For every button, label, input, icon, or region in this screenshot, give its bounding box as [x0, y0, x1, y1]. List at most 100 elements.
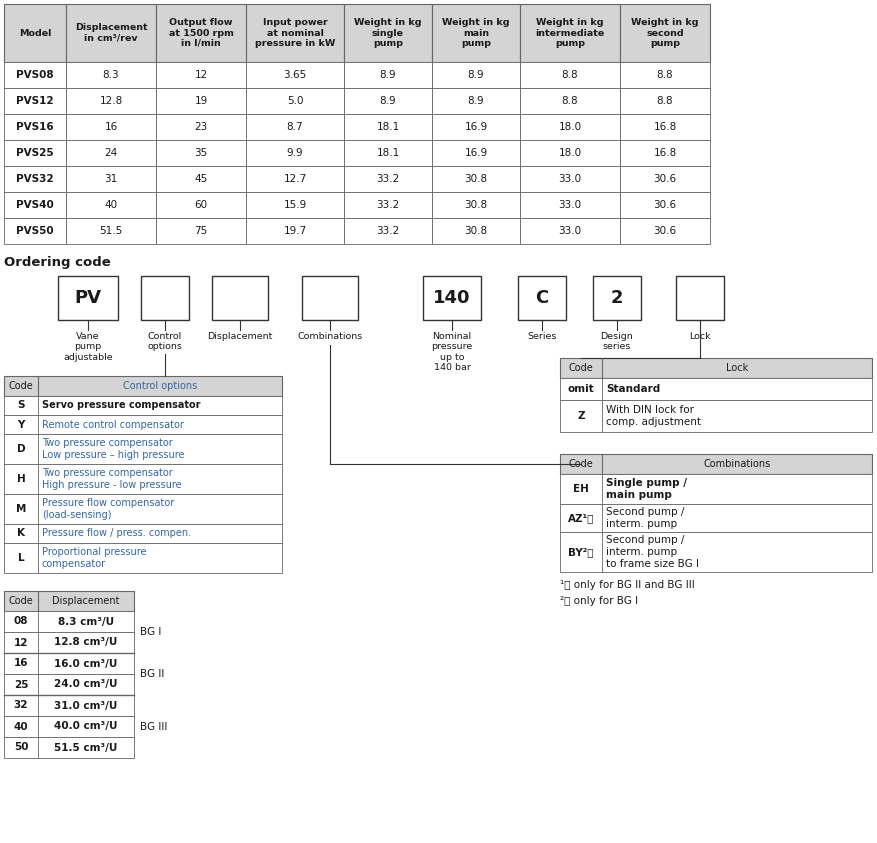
Text: 08: 08: [14, 616, 28, 626]
Text: 23: 23: [194, 122, 207, 132]
Text: Second pump /
interm. pump: Second pump / interm. pump: [605, 507, 683, 529]
Text: L: L: [18, 553, 25, 563]
Text: Second pump /
interm. pump
to frame size BG I: Second pump / interm. pump to frame size…: [605, 535, 698, 568]
Text: S: S: [18, 400, 25, 411]
Text: 8.9: 8.9: [379, 70, 396, 80]
Text: 5.0: 5.0: [287, 96, 303, 106]
Text: Input power
at nominal
pressure in kW: Input power at nominal pressure in kW: [254, 18, 335, 48]
Bar: [619, 114, 709, 140]
Bar: [519, 192, 619, 218]
Bar: [66, 114, 156, 140]
Bar: [344, 88, 431, 114]
Text: 30.6: 30.6: [652, 174, 676, 184]
Text: 8.9: 8.9: [467, 96, 484, 106]
Text: 8.8: 8.8: [561, 96, 578, 106]
Bar: [4, 166, 66, 192]
Bar: [517, 276, 566, 320]
Text: Output flow
at 1500 rpm
in l/min: Output flow at 1500 rpm in l/min: [168, 18, 233, 48]
Text: BG II: BG II: [139, 669, 164, 679]
Bar: [66, 140, 156, 166]
Bar: [619, 4, 709, 62]
Text: PVS25: PVS25: [16, 148, 53, 158]
Text: PVS40: PVS40: [16, 200, 53, 210]
Text: Model: Model: [18, 29, 51, 37]
Text: 16: 16: [14, 658, 28, 668]
Text: Displacement
in cm³/rev: Displacement in cm³/rev: [75, 24, 147, 43]
Text: 33.0: 33.0: [558, 200, 581, 210]
Bar: [519, 218, 619, 244]
Bar: [431, 192, 519, 218]
Bar: [619, 62, 709, 88]
Bar: [560, 358, 871, 378]
Text: Proportional pressure
compensator: Proportional pressure compensator: [42, 547, 146, 569]
Text: Weight in kg
main
pump: Weight in kg main pump: [442, 18, 510, 48]
Bar: [156, 62, 246, 88]
Bar: [344, 218, 431, 244]
Text: 19.7: 19.7: [283, 226, 306, 236]
Text: Servo pressure compensator: Servo pressure compensator: [42, 400, 200, 411]
Text: Vane
pump
adjustable: Vane pump adjustable: [63, 332, 112, 362]
Text: Control
options: Control options: [147, 332, 182, 352]
Text: 15.9: 15.9: [283, 200, 306, 210]
Text: Nominal
pressure
up to
140 bar: Nominal pressure up to 140 bar: [431, 332, 472, 373]
Text: 12: 12: [194, 70, 207, 80]
Text: EH: EH: [573, 484, 588, 494]
Text: K: K: [17, 529, 25, 539]
Bar: [156, 218, 246, 244]
Text: Y: Y: [18, 420, 25, 429]
Bar: [344, 62, 431, 88]
Bar: [560, 532, 871, 572]
Text: Code: Code: [568, 459, 593, 469]
Bar: [4, 4, 66, 62]
Text: Two pressure compensator
High pressure - low pressure: Two pressure compensator High pressure -…: [42, 468, 182, 490]
Text: 33.2: 33.2: [376, 200, 399, 210]
Text: 24.0 cm³/U: 24.0 cm³/U: [54, 679, 118, 690]
Bar: [4, 543, 282, 573]
Text: Series: Series: [527, 332, 556, 341]
Bar: [431, 62, 519, 88]
Bar: [4, 140, 66, 166]
Bar: [519, 62, 619, 88]
Text: 19: 19: [194, 96, 207, 106]
Bar: [141, 276, 189, 320]
Text: With DIN lock for
comp. adjustment: With DIN lock for comp. adjustment: [605, 405, 700, 427]
Text: 30.8: 30.8: [464, 226, 487, 236]
Bar: [519, 4, 619, 62]
Text: 31: 31: [104, 174, 118, 184]
Text: Lock: Lock: [725, 363, 747, 373]
Text: BG III: BG III: [139, 722, 168, 732]
Text: BY²⧣: BY²⧣: [567, 547, 593, 557]
Bar: [66, 88, 156, 114]
Text: omit: omit: [567, 384, 594, 394]
Bar: [560, 474, 871, 504]
Text: 30.8: 30.8: [464, 200, 487, 210]
Text: Z: Z: [576, 411, 584, 421]
Bar: [66, 218, 156, 244]
Text: 8.7: 8.7: [287, 122, 303, 132]
Text: 8.8: 8.8: [656, 96, 673, 106]
Bar: [246, 62, 344, 88]
Text: AZ¹⧣: AZ¹⧣: [567, 513, 594, 523]
Bar: [519, 166, 619, 192]
Text: PVS12: PVS12: [16, 96, 53, 106]
Bar: [4, 591, 134, 611]
Text: 40: 40: [104, 200, 118, 210]
Bar: [4, 653, 134, 674]
Text: 12.7: 12.7: [283, 174, 306, 184]
Text: 32: 32: [14, 701, 28, 711]
Bar: [519, 140, 619, 166]
Bar: [4, 62, 66, 88]
Text: Displacement: Displacement: [207, 332, 273, 341]
Text: 33.2: 33.2: [376, 174, 399, 184]
Text: Pressure flow compensator
(load-sensing): Pressure flow compensator (load-sensing): [42, 498, 174, 520]
Text: 40: 40: [14, 722, 28, 732]
Bar: [4, 494, 282, 524]
Text: Code: Code: [9, 596, 33, 606]
Text: M: M: [16, 504, 26, 514]
Bar: [4, 434, 282, 464]
Bar: [344, 140, 431, 166]
Bar: [156, 166, 246, 192]
Bar: [560, 504, 871, 532]
Text: 40.0 cm³/U: 40.0 cm³/U: [54, 722, 118, 732]
Bar: [4, 396, 282, 415]
